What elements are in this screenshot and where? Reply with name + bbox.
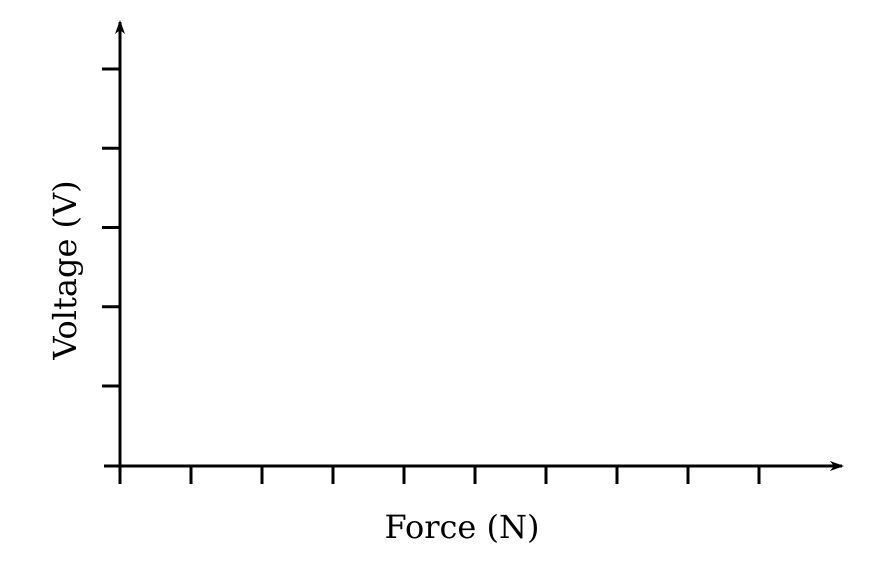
y-axis-label: Voltage (V) xyxy=(46,180,84,360)
x-axis-ticks xyxy=(118,466,761,484)
x-axis-label: Force (N) xyxy=(384,508,539,546)
y-axis-ticks xyxy=(102,67,120,388)
